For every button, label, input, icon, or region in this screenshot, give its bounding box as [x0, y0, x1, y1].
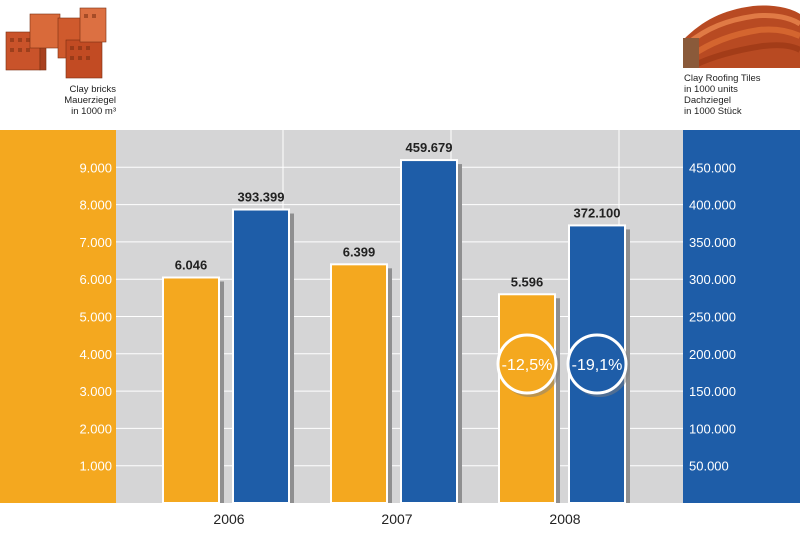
right-tick-label: 200.000 [689, 347, 736, 362]
x-tick-label: 2008 [549, 511, 580, 527]
left-tick-label: 3.000 [79, 384, 112, 399]
right-caption-line: in 1000 units [684, 84, 738, 95]
right-axis-caption: Clay Roofing Tiles in 1000 units Dachzie… [684, 73, 761, 117]
right-caption-line: Dachziegel [684, 95, 731, 106]
left-tick-label: 5.000 [79, 310, 112, 325]
left-tick-label: 4.000 [79, 347, 112, 362]
right-caption-line: in 1000 Stück [684, 106, 742, 117]
right-tick-label: 450.000 [689, 160, 736, 175]
right-tick-label: 50.000 [689, 459, 729, 474]
left-caption-line: Mauerziegel [64, 95, 116, 106]
clay-bricks-image [0, 0, 116, 83]
left-tick-label: 7.000 [79, 235, 112, 250]
bar-clay-bricks [498, 293, 556, 504]
right-tick-label: 250.000 [689, 310, 736, 325]
right-tick-label: 150.000 [689, 384, 736, 399]
bar-clay-bricks [330, 263, 388, 504]
left-axis-band [0, 130, 116, 503]
bar-value-label: 459.679 [406, 140, 453, 155]
left-tick-label: 9.000 [79, 160, 112, 175]
x-tick-label: 2006 [213, 511, 244, 527]
left-tick-label: 8.000 [79, 198, 112, 213]
bar-value-label: 372.100 [574, 205, 621, 220]
left-caption-line: Clay bricks [69, 84, 116, 95]
bar-value-label: 6.399 [343, 244, 376, 259]
change-badge [566, 333, 628, 395]
right-axis-band [683, 130, 800, 503]
left-axis-caption: Clay bricks Mauerziegel in 1000 m³ [64, 84, 116, 117]
left-caption-line: in 1000 m³ [71, 106, 116, 117]
left-tick-label: 6.000 [79, 272, 112, 287]
change-badge-label: -12,5% [502, 357, 553, 374]
change-badge [496, 333, 558, 395]
change-badge-label: -19,1% [572, 357, 623, 374]
right-tick-label: 400.000 [689, 198, 736, 213]
right-tick-label: 350.000 [689, 235, 736, 250]
left-tick-label: 1.000 [79, 459, 112, 474]
bar-value-label: 6.046 [175, 257, 208, 272]
bar-value-label: 5.596 [511, 274, 544, 289]
bar-roof-tiles [400, 159, 458, 504]
right-tick-label: 100.000 [689, 421, 736, 436]
x-tick-label: 2007 [381, 511, 412, 527]
roof-tiles-image [683, 0, 800, 68]
left-tick-label: 2.000 [79, 421, 112, 436]
right-caption-line: Clay Roofing Tiles [684, 73, 761, 84]
bar-clay-bricks [162, 276, 220, 504]
right-tick-label: 300.000 [689, 272, 736, 287]
bar-roof-tiles [232, 208, 290, 504]
bar-value-label: 393.399 [238, 190, 285, 205]
